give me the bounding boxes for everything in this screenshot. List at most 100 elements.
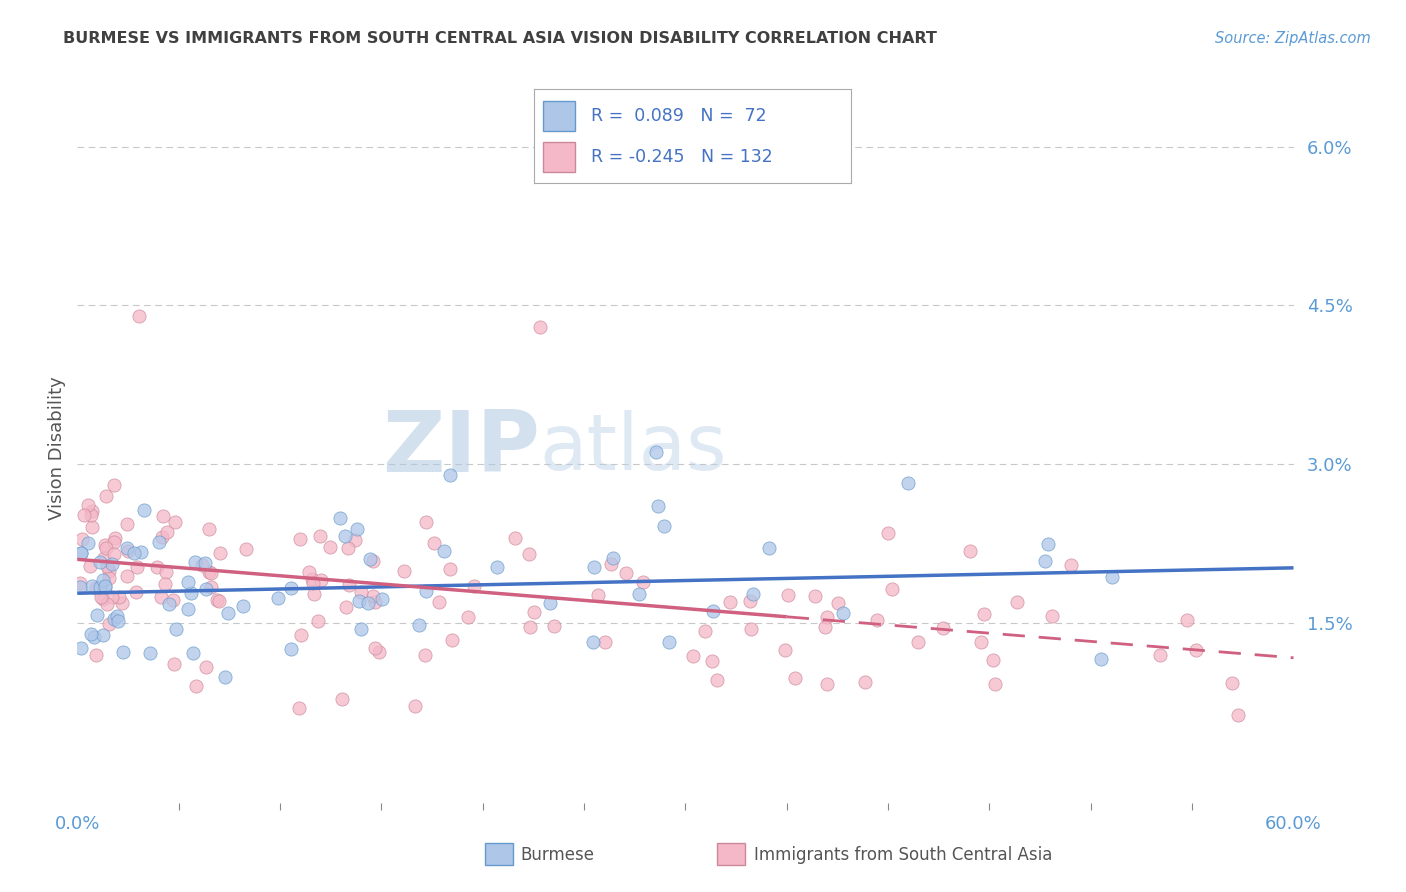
Bar [543,142,575,171]
Point [214,670,236,684]
Point [77,536,100,550]
Point [582,560,605,574]
Point [127,559,149,574]
Point [217,606,239,620]
Point [198,522,221,536]
Point [538,596,561,610]
Point [1060,558,1083,572]
Point [98,571,121,585]
Point [184,679,207,693]
Point [1040,609,1063,624]
Point [80,504,103,518]
Point [139,646,162,660]
Point [94,537,117,551]
Point [783,671,806,685]
Point [336,541,359,555]
Point [593,635,616,649]
Point [103,535,125,549]
Point [973,607,995,622]
Point [441,632,464,647]
Point [361,590,384,604]
Point [200,580,222,594]
Point [96,559,118,574]
Text: atlas: atlas [540,410,727,486]
Point [981,653,1004,667]
Point [1149,648,1171,663]
Point [1033,554,1056,568]
Point [413,648,436,662]
Point [156,524,179,539]
Point [111,596,134,610]
Point [718,595,741,609]
Point [107,614,129,628]
Point [98,564,121,578]
Point [1185,642,1208,657]
Text: ZIP: ZIP [382,407,540,490]
Point [157,597,180,611]
Point [517,547,540,561]
Point [364,641,387,656]
Point [108,590,131,604]
Point [346,522,368,536]
Point [311,573,333,587]
Point [371,591,394,606]
Point [866,613,889,627]
Point [288,532,311,546]
Point [876,525,898,540]
Point [970,635,993,649]
Point [117,544,139,558]
Text: Burmese: Burmese [520,846,595,863]
Point [93,551,115,566]
Point [644,445,666,459]
Point [125,584,148,599]
Point [815,677,838,691]
Point [463,579,485,593]
Point [84,581,107,595]
Point [307,614,329,628]
Point [80,627,103,641]
Point [89,555,111,569]
Point [148,535,170,549]
Point [69,580,91,594]
Point [932,621,955,635]
Point [702,654,724,668]
Point [96,541,118,556]
Point [301,576,323,591]
Point [177,601,200,615]
Point [162,593,184,607]
Text: Immigrants from South Central Asia: Immigrants from South Central Asia [754,846,1052,863]
Point [682,649,704,664]
Point [93,580,115,594]
Point [959,544,981,558]
Point [523,605,546,619]
Text: R = -0.245   N = 132: R = -0.245 N = 132 [591,148,773,166]
Point [194,556,217,570]
Point [1090,652,1112,666]
Point [91,628,114,642]
Point [330,692,353,706]
Point [405,699,427,714]
Point [105,609,128,624]
Point [267,591,290,605]
Point [880,582,903,597]
Point [122,546,145,560]
Point [1227,708,1250,723]
Point [738,593,761,607]
Point [853,674,876,689]
Point [695,624,717,638]
Point [103,612,125,626]
Point [94,489,117,503]
Point [350,585,373,599]
Point [86,608,108,623]
Point [776,588,799,602]
Point [155,565,177,579]
Point [89,580,111,594]
Point [485,560,508,574]
Point [80,579,103,593]
Point [80,520,103,534]
Point [70,546,93,560]
Point [301,572,323,586]
Point [1175,613,1198,627]
Point [357,596,380,610]
Point [69,546,91,560]
